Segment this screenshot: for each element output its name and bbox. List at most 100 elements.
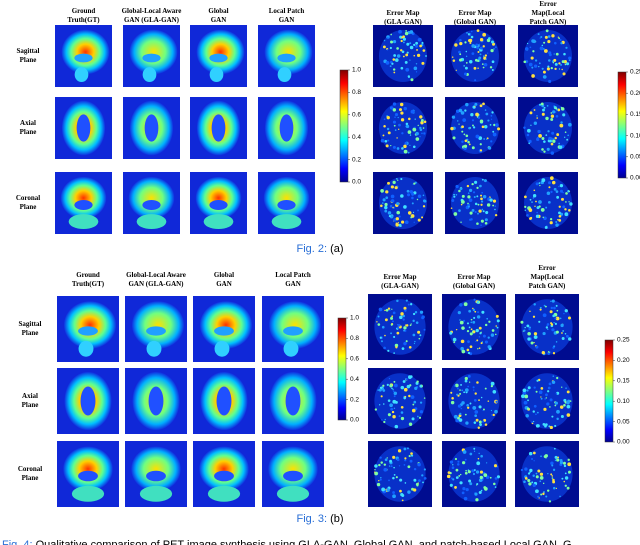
error-spot (535, 489, 539, 494)
error-spot (400, 49, 403, 52)
error-spot (390, 199, 395, 203)
error-spot (388, 215, 391, 218)
error-spot (483, 486, 487, 489)
error-spot (392, 390, 395, 393)
error-spot (493, 48, 495, 50)
error-spot (480, 203, 483, 206)
error-spot (384, 309, 386, 312)
error-spot (402, 380, 406, 383)
error-spot (393, 335, 396, 338)
error-spot (476, 195, 479, 198)
error-map (442, 441, 506, 507)
brain-image (57, 296, 119, 362)
error-spot (556, 309, 559, 312)
error-spot (554, 62, 558, 66)
error-spot (490, 140, 493, 143)
column-header: Error Map (459, 9, 492, 17)
error-spot (486, 317, 489, 320)
error-spot (404, 60, 408, 64)
error-spot (405, 53, 409, 57)
error-spot (532, 39, 536, 44)
error-spot (563, 60, 567, 64)
error-spot (474, 106, 476, 108)
error-spot (546, 105, 549, 107)
error-spot (419, 135, 421, 138)
error-map (445, 172, 505, 234)
error-spot (496, 475, 501, 479)
brain-image (125, 441, 187, 507)
error-spot (540, 493, 543, 496)
error-spot (411, 417, 415, 421)
error-spot (475, 134, 480, 139)
error-spot (565, 192, 568, 195)
error-spot (567, 189, 570, 193)
error-spot (393, 466, 395, 469)
error-spot (537, 469, 541, 473)
error-spot (472, 330, 476, 334)
error-spot (380, 476, 382, 479)
row-label: Axial (22, 392, 38, 400)
error-spot (555, 221, 558, 223)
error-spot (470, 318, 473, 321)
colorbar-tick-label: 0.8 (350, 335, 359, 342)
error-spot (471, 52, 475, 56)
error-spot (480, 396, 483, 399)
error-spot (544, 226, 548, 229)
error-spot (549, 139, 552, 143)
error-spot (480, 342, 483, 345)
error-spot (380, 188, 384, 193)
brain-image (193, 441, 255, 507)
error-spot (494, 208, 496, 211)
error-spot (471, 469, 475, 473)
error-spot (530, 56, 534, 60)
brain-tissue (131, 301, 185, 349)
error-spot (527, 386, 531, 390)
error-spot (403, 447, 407, 451)
error-map (518, 172, 578, 234)
error-spot (378, 307, 383, 312)
error-region (379, 101, 427, 155)
error-spot (457, 311, 461, 315)
ventricle (214, 470, 234, 482)
error-spot (417, 124, 419, 127)
error-spot (559, 459, 563, 462)
error-spot (468, 188, 473, 193)
error-spot (487, 52, 489, 54)
error-spot (551, 131, 555, 135)
error-spot (451, 396, 454, 400)
error-spot (419, 115, 423, 119)
error-spot (548, 53, 552, 57)
error-spot (533, 404, 537, 408)
error-spot (548, 136, 552, 141)
error-spot (399, 315, 403, 320)
error-spot (415, 44, 418, 48)
error-spot (419, 334, 422, 337)
error-spot (478, 478, 483, 483)
error-spot (568, 56, 572, 60)
error-spot (533, 303, 536, 306)
error-spot (466, 184, 470, 188)
error-spot (474, 210, 477, 214)
brain-image (57, 441, 119, 507)
error-spot (386, 115, 390, 120)
error-spot (540, 455, 542, 458)
error-spot (549, 310, 553, 314)
error-spot (528, 139, 532, 144)
error-spot (548, 59, 551, 62)
error-region (451, 176, 499, 230)
error-spot (524, 195, 527, 199)
error-spot (469, 332, 473, 336)
error-spot (472, 307, 474, 310)
error-spot (386, 488, 390, 492)
error-spot (405, 30, 407, 32)
error-spot (485, 112, 489, 116)
error-spot (533, 121, 538, 125)
error-spot (560, 415, 564, 419)
error-spot (532, 50, 535, 53)
error-spot (486, 138, 488, 140)
error-spot (452, 59, 456, 62)
error-spot (394, 58, 399, 62)
error-spot (523, 126, 526, 130)
error-spot (533, 460, 535, 462)
error-spot (555, 107, 558, 110)
